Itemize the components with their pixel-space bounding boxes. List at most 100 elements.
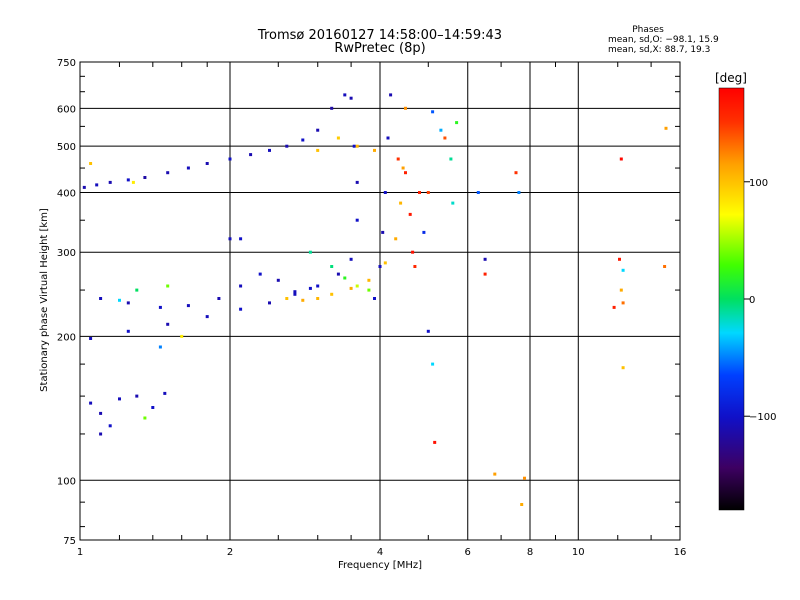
minor-ticks <box>80 62 680 540</box>
data-point <box>618 257 621 261</box>
scatter-points <box>82 93 668 506</box>
data-point <box>82 185 86 189</box>
data-point <box>483 272 487 276</box>
x-tick-label: 16 <box>674 547 687 558</box>
data-point <box>143 416 147 420</box>
data-point <box>418 191 421 194</box>
y-tick-labels: 75 100 200 300 400 500 600 750 <box>57 58 76 547</box>
data-point <box>431 362 435 366</box>
data-point <box>483 257 487 261</box>
data-point <box>401 166 405 170</box>
data-point <box>158 305 162 309</box>
data-point <box>330 292 334 296</box>
data-point <box>621 268 625 272</box>
data-point <box>411 250 415 254</box>
data-point <box>404 106 407 110</box>
data-point <box>143 176 147 179</box>
data-point <box>343 93 347 97</box>
data-point <box>476 191 480 194</box>
data-point <box>517 191 521 194</box>
x-tick-label: 10 <box>572 547 585 558</box>
data-point <box>413 265 417 268</box>
data-point <box>89 162 93 165</box>
data-point <box>99 432 103 436</box>
y-tick-label: 75 <box>63 536 76 547</box>
data-point <box>612 305 616 309</box>
data-point <box>349 257 353 261</box>
data-point <box>349 286 353 290</box>
y-tick-label: 100 <box>57 476 76 487</box>
data-point <box>431 110 435 114</box>
data-point <box>378 265 382 268</box>
data-point <box>619 288 623 292</box>
data-point <box>373 297 376 300</box>
data-point <box>135 288 139 292</box>
data-point <box>520 503 524 506</box>
data-point <box>301 138 305 142</box>
data-point <box>621 301 625 305</box>
data-point <box>228 237 232 241</box>
data-point <box>293 290 297 294</box>
data-point <box>239 284 243 288</box>
data-point <box>268 301 271 305</box>
x-tick-label: 6 <box>465 547 471 558</box>
data-point <box>396 157 400 161</box>
data-point <box>249 153 253 157</box>
data-point <box>205 162 209 165</box>
data-point <box>426 329 430 333</box>
data-point <box>186 304 190 308</box>
data-point <box>389 93 393 97</box>
data-point <box>239 307 243 311</box>
data-point <box>316 297 320 300</box>
data-point <box>433 440 437 444</box>
data-point <box>268 148 271 152</box>
data-point <box>408 212 412 216</box>
colorbar-ticks: 100 0 −100 <box>744 178 776 423</box>
colorbar <box>718 87 745 511</box>
data-point <box>404 171 407 175</box>
colorbar-tick-label: 100 <box>749 178 768 189</box>
data-point <box>166 322 170 326</box>
data-point <box>308 286 312 290</box>
data-point <box>108 180 112 184</box>
data-point <box>99 411 103 415</box>
data-point <box>316 148 320 152</box>
y-tick-label: 600 <box>57 104 76 115</box>
data-point <box>217 297 221 300</box>
data-point <box>455 121 459 125</box>
data-point <box>355 218 359 222</box>
data-point <box>664 126 668 130</box>
data-point <box>293 292 297 296</box>
data-point <box>386 136 390 140</box>
data-point <box>308 250 312 254</box>
x-tick-label: 8 <box>527 547 533 558</box>
data-point <box>205 315 209 319</box>
data-point <box>336 136 340 140</box>
data-point <box>126 178 130 182</box>
data-point <box>131 180 135 184</box>
data-point <box>158 345 162 349</box>
y-tick-label: 300 <box>57 248 76 259</box>
data-point <box>349 96 353 100</box>
data-point <box>126 329 130 333</box>
data-point <box>316 284 320 288</box>
data-point <box>336 272 340 276</box>
data-point <box>163 391 167 395</box>
data-point <box>126 301 130 305</box>
data-point <box>151 406 155 409</box>
data-point <box>330 265 334 268</box>
data-point <box>383 191 387 194</box>
data-point <box>426 191 430 194</box>
x-axis-label: Frequency [MHz] <box>338 560 422 571</box>
data-point <box>514 171 518 175</box>
data-point <box>619 157 623 161</box>
data-point <box>493 472 497 476</box>
data-point <box>355 180 359 184</box>
data-point <box>523 476 526 480</box>
data-point <box>89 337 93 340</box>
colorbar-tick-label: 0 <box>749 295 755 306</box>
data-point <box>373 148 376 152</box>
data-point <box>89 401 93 405</box>
data-point <box>399 201 403 205</box>
